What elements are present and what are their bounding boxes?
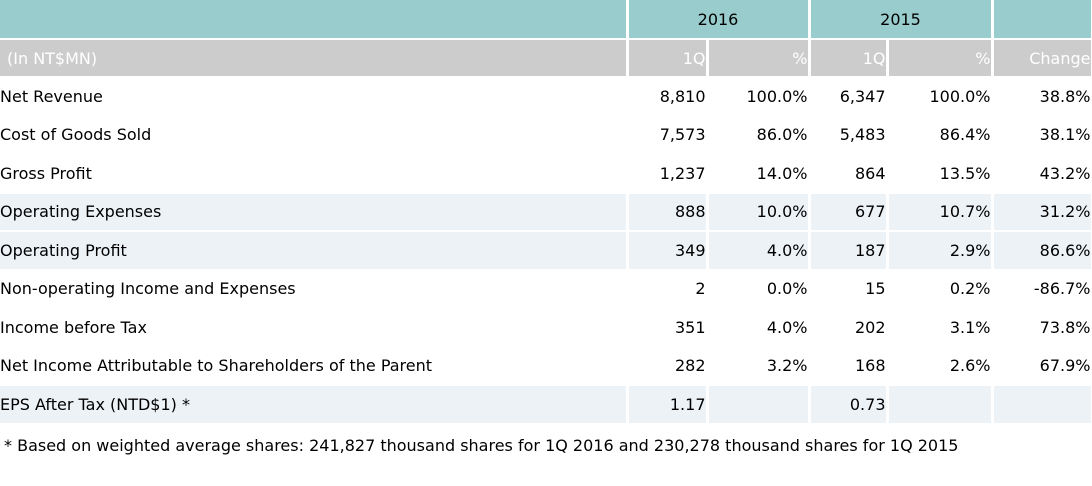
row-label: Operating Profit (0, 231, 629, 271)
financial-results-table: 2016 2015 (In NT$MN) 1Q % 1Q % Change Ne… (0, 0, 1092, 425)
row-label: Non-operating Income and Expenses (0, 269, 629, 309)
column-header-1q-2016: 1Q (627, 39, 709, 78)
year-header-2015: 2015 (809, 0, 994, 40)
table-row-net-revenue: Net Revenue 8,810 100.0% 6,347 100.0% 38… (0, 77, 1092, 117)
row-label: Net Income Attributable to Shareholders … (0, 346, 629, 386)
cell-pct-2015: 86.4% (887, 115, 994, 155)
cell-1q-2015: 677 (809, 192, 889, 232)
cell-change: 38.8% (992, 77, 1092, 117)
cell-change: 31.2% (992, 192, 1092, 232)
cell-1q-2016: 7,573 (627, 115, 709, 155)
year-header-2016: 2016 (627, 0, 811, 40)
table-row-eps-after-tax: EPS After Tax (NTD$1) * 1.17 0.73 (0, 385, 1092, 425)
cell-1q-2016: 351 (627, 308, 709, 348)
cell-change: 73.8% (992, 308, 1092, 348)
footnote: * Based on weighted average shares: 241,… (4, 435, 959, 455)
cell-1q-2015: 202 (809, 308, 889, 348)
cell-pct-2016: 10.0% (707, 192, 811, 232)
cell-pct-2016: 0.0% (707, 269, 811, 309)
cell-change: 67.9% (992, 346, 1092, 386)
cell-1q-2016: 8,810 (627, 77, 709, 117)
cell-1q-2015: 0.73 (809, 385, 889, 425)
row-label: Gross Profit (0, 154, 629, 194)
table-row-income-before-tax: Income before Tax 351 4.0% 202 3.1% 73.8… (0, 308, 1092, 348)
cell-pct-2015: 13.5% (887, 154, 994, 194)
cell-change (992, 385, 1092, 425)
cell-pct-2015: 3.1% (887, 308, 994, 348)
cell-pct-2016: 4.0% (707, 231, 811, 271)
cell-1q-2016: 1,237 (627, 154, 709, 194)
cell-pct-2015: 2.9% (887, 231, 994, 271)
row-label: Cost of Goods Sold (0, 115, 629, 155)
row-label: Income before Tax (0, 308, 629, 348)
cell-1q-2015: 168 (809, 346, 889, 386)
cell-pct-2015: 100.0% (887, 77, 994, 117)
unit-label: (In NT$MN) (0, 39, 629, 78)
column-header-pct-2015: % (887, 39, 994, 78)
cell-change: -86.7% (992, 269, 1092, 309)
table-row-gross-profit: Gross Profit 1,237 14.0% 864 13.5% 43.2% (0, 154, 1092, 194)
cell-pct-2016: 14.0% (707, 154, 811, 194)
cell-change: 38.1% (992, 115, 1092, 155)
cell-pct-2016: 4.0% (707, 308, 811, 348)
cell-pct-2016: 100.0% (707, 77, 811, 117)
cell-1q-2016: 349 (627, 231, 709, 271)
table-row-cogs: Cost of Goods Sold 7,573 86.0% 5,483 86.… (0, 115, 1092, 155)
cell-pct-2015: 2.6% (887, 346, 994, 386)
cell-pct-2016 (707, 385, 811, 425)
table-row-operating-profit: Operating Profit 349 4.0% 187 2.9% 86.6% (0, 231, 1092, 271)
cell-pct-2015: 10.7% (887, 192, 994, 232)
column-header-1q-2015: 1Q (809, 39, 889, 78)
cell-1q-2016: 282 (627, 346, 709, 386)
year-header-blank-left (0, 0, 629, 40)
cell-1q-2016: 888 (627, 192, 709, 232)
table-row-non-operating: Non-operating Income and Expenses 2 0.0%… (0, 269, 1092, 309)
cell-pct-2015: 0.2% (887, 269, 994, 309)
column-header-change: Change (992, 39, 1092, 78)
cell-1q-2016: 2 (627, 269, 709, 309)
year-header-blank-right (992, 0, 1092, 40)
row-label: Operating Expenses (0, 192, 629, 232)
row-label: Net Revenue (0, 77, 629, 117)
row-label: EPS After Tax (NTD$1) * (0, 385, 629, 425)
cell-1q-2015: 187 (809, 231, 889, 271)
cell-1q-2015: 6,347 (809, 77, 889, 117)
cell-pct-2016: 86.0% (707, 115, 811, 155)
cell-pct-2016: 3.2% (707, 346, 811, 386)
cell-change: 86.6% (992, 231, 1092, 271)
cell-1q-2016: 1.17 (627, 385, 709, 425)
cell-pct-2015 (887, 385, 994, 425)
cell-1q-2015: 5,483 (809, 115, 889, 155)
table-row-operating-expenses: Operating Expenses 888 10.0% 677 10.7% 3… (0, 192, 1092, 232)
cell-1q-2015: 864 (809, 154, 889, 194)
year-header-row: 2016 2015 (0, 0, 1092, 40)
table-row-net-income: Net Income Attributable to Shareholders … (0, 346, 1092, 386)
cell-1q-2015: 15 (809, 269, 889, 309)
column-header-row: (In NT$MN) 1Q % 1Q % Change (0, 39, 1092, 78)
column-header-pct-2016: % (707, 39, 811, 78)
cell-change: 43.2% (992, 154, 1092, 194)
